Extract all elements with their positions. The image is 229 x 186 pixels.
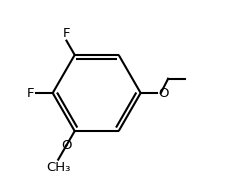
- Text: F: F: [27, 86, 34, 100]
- Text: CH₃: CH₃: [46, 161, 70, 174]
- Text: O: O: [157, 86, 168, 100]
- Text: F: F: [63, 27, 70, 40]
- Text: O: O: [61, 139, 71, 152]
